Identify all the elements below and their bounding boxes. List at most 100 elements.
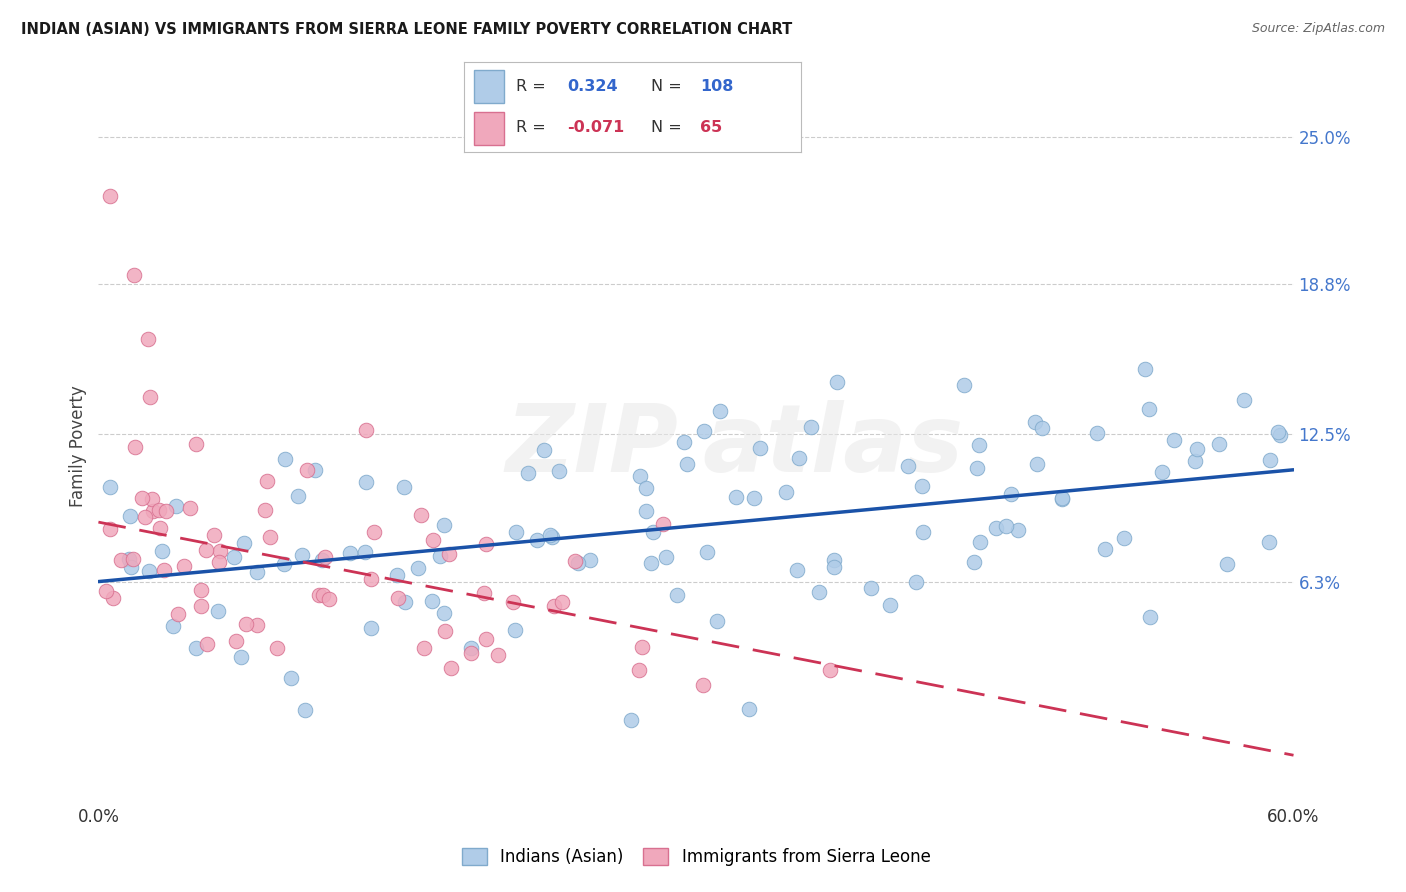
Point bbox=[475, 632, 498, 647]
Point bbox=[98, 480, 121, 494]
Point bbox=[406, 561, 429, 575]
Point bbox=[162, 619, 184, 633]
Point bbox=[148, 503, 170, 517]
Text: 0.324: 0.324 bbox=[567, 79, 617, 94]
Text: R =: R = bbox=[516, 120, 551, 135]
Point bbox=[432, 607, 454, 621]
Point bbox=[1050, 491, 1073, 506]
Point bbox=[392, 480, 415, 494]
Point bbox=[911, 478, 934, 492]
Y-axis label: Family Poverty: Family Poverty bbox=[69, 385, 87, 507]
Point bbox=[339, 546, 361, 560]
Point bbox=[394, 595, 416, 609]
Point bbox=[786, 563, 808, 577]
Point bbox=[1233, 392, 1256, 407]
Point bbox=[208, 555, 231, 569]
Point bbox=[1112, 531, 1135, 545]
Point bbox=[808, 585, 831, 599]
Point bbox=[692, 678, 714, 692]
Point bbox=[232, 536, 254, 550]
Point bbox=[256, 475, 278, 489]
Point bbox=[905, 575, 928, 590]
Point bbox=[190, 583, 212, 598]
Point bbox=[101, 591, 124, 606]
Point bbox=[540, 530, 562, 544]
Point bbox=[1094, 541, 1116, 556]
Point bbox=[136, 332, 159, 346]
Point bbox=[1137, 402, 1160, 417]
Point bbox=[190, 599, 212, 614]
Point bbox=[149, 521, 172, 535]
Point bbox=[628, 469, 651, 483]
Point bbox=[134, 509, 156, 524]
Point bbox=[567, 556, 589, 570]
Point bbox=[194, 543, 217, 558]
Point bbox=[429, 549, 451, 563]
Point bbox=[202, 528, 225, 542]
Point bbox=[195, 637, 218, 651]
Point bbox=[1050, 491, 1073, 506]
Point bbox=[1208, 436, 1230, 450]
Point bbox=[966, 461, 988, 475]
Point bbox=[311, 553, 333, 567]
Point bbox=[1007, 523, 1029, 537]
Point bbox=[440, 661, 463, 675]
Point bbox=[696, 545, 718, 559]
Point bbox=[291, 548, 314, 562]
Point bbox=[287, 489, 309, 503]
Point bbox=[225, 633, 247, 648]
Point bbox=[98, 189, 122, 203]
Point bbox=[655, 550, 678, 565]
Point bbox=[634, 481, 657, 495]
Point bbox=[486, 648, 509, 662]
Point bbox=[533, 442, 555, 457]
Point bbox=[634, 504, 657, 518]
Point bbox=[787, 450, 810, 465]
Point bbox=[526, 533, 548, 548]
Point bbox=[1260, 452, 1282, 467]
Point bbox=[363, 524, 385, 539]
Point bbox=[297, 463, 319, 477]
Point bbox=[420, 593, 443, 607]
Text: Source: ZipAtlas.com: Source: ZipAtlas.com bbox=[1251, 22, 1385, 36]
Point bbox=[235, 617, 257, 632]
Point bbox=[98, 522, 121, 536]
Text: N =: N = bbox=[651, 79, 688, 94]
Point bbox=[318, 591, 340, 606]
Point bbox=[620, 713, 643, 727]
Point bbox=[1025, 457, 1047, 471]
Point bbox=[354, 545, 377, 559]
Point bbox=[1268, 428, 1291, 442]
Point bbox=[693, 424, 716, 438]
Point bbox=[437, 547, 460, 561]
Point bbox=[502, 595, 524, 609]
Text: atlas: atlas bbox=[702, 400, 963, 492]
Point bbox=[138, 391, 160, 405]
Point bbox=[153, 563, 176, 577]
Legend: Indians (Asian), Immigrants from Sierra Leone: Indians (Asian), Immigrants from Sierra … bbox=[456, 841, 936, 873]
Point bbox=[503, 624, 526, 638]
Point bbox=[1185, 442, 1208, 456]
Point bbox=[1216, 557, 1239, 571]
Point bbox=[1031, 420, 1053, 434]
Point bbox=[354, 475, 377, 490]
Text: R =: R = bbox=[516, 79, 551, 94]
Point bbox=[360, 621, 382, 635]
Point bbox=[121, 560, 143, 574]
Point bbox=[742, 491, 765, 505]
Point bbox=[641, 525, 664, 540]
Point bbox=[673, 435, 696, 450]
Point bbox=[209, 543, 232, 558]
Point bbox=[738, 702, 761, 716]
Point bbox=[360, 573, 382, 587]
Point bbox=[823, 560, 845, 574]
Text: -0.071: -0.071 bbox=[567, 120, 624, 135]
Text: 65: 65 bbox=[700, 120, 723, 135]
Point bbox=[472, 586, 495, 600]
Point bbox=[1133, 362, 1156, 376]
Point bbox=[800, 420, 823, 434]
Point bbox=[551, 595, 574, 609]
Point bbox=[110, 553, 132, 567]
Point bbox=[385, 567, 408, 582]
Point bbox=[409, 508, 432, 522]
